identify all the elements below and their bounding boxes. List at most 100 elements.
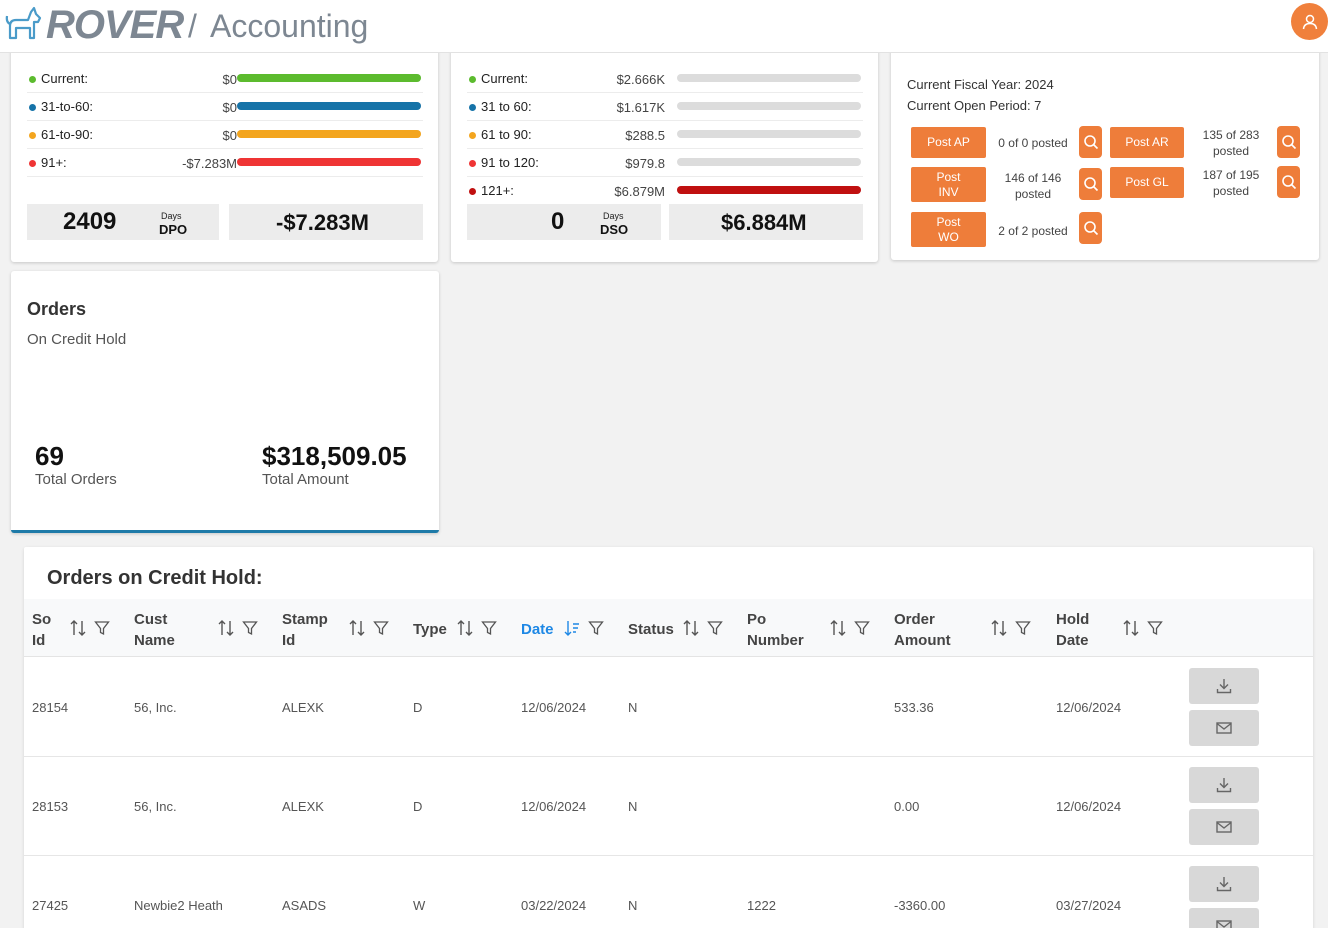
post-ar-status: 135 of 283 posted [1191, 127, 1271, 159]
column-header-line: Number [747, 632, 804, 649]
orders-amount: $318,509.05 [262, 441, 407, 471]
column-controls [991, 619, 1031, 637]
filter-icon[interactable] [242, 620, 258, 636]
credit-hold-table-card: Orders on Credit Hold: So Id Cust Name S… [24, 547, 1313, 928]
post-inv-search-button[interactable] [1079, 168, 1102, 200]
post-wo-button[interactable]: Post WO [911, 212, 986, 247]
post-inv-status: 146 of 146 posted [993, 170, 1073, 202]
column-header-stamp-id[interactable]: Stamp Id [282, 609, 328, 651]
ap-row-label: 31-to-60: [41, 99, 94, 114]
column-controls [457, 619, 497, 637]
sort-icon[interactable] [683, 619, 699, 637]
ap-dot [29, 76, 36, 83]
ar-row-value: $2.666K [616, 72, 665, 87]
column-header-date[interactable]: Date [521, 619, 554, 640]
user-menu-button[interactable] [1291, 3, 1328, 40]
cell-stamp-id: ASADS [282, 898, 327, 913]
ap-row-value: $0 [222, 72, 237, 87]
post-ap-button[interactable]: Post AP [911, 127, 986, 158]
cell-hold-date: 03/27/2024 [1056, 898, 1122, 913]
column-header-po-number[interactable]: Po Number [747, 609, 804, 651]
mail-icon [1216, 821, 1232, 833]
post-gl-button[interactable]: Post GL [1110, 167, 1184, 198]
cell-po-number: 1222 [747, 898, 776, 913]
download-icon [1216, 778, 1232, 793]
filter-icon[interactable] [1015, 620, 1031, 636]
filter-icon[interactable] [373, 620, 389, 636]
filter-icon[interactable] [854, 620, 870, 636]
column-header-cust-name[interactable]: Cust Name [134, 609, 175, 651]
column-header-line: Name [134, 632, 175, 649]
sort-icon[interactable] [70, 619, 86, 637]
post-gl-status-label: posted [1212, 184, 1250, 198]
post-ar-status-count: 135 of 283 [1202, 128, 1260, 142]
sort-icon[interactable] [349, 619, 365, 637]
post-ar-search-button[interactable] [1277, 126, 1300, 158]
dpo-value: 2409 [63, 208, 117, 235]
sort-icon[interactable] [991, 619, 1007, 637]
post-ar-button[interactable]: Post AR [1110, 127, 1184, 158]
column-controls [1123, 619, 1163, 637]
sort-icon[interactable] [1123, 619, 1139, 637]
email-button[interactable] [1189, 908, 1259, 928]
post-gl-status-count: 187 of 195 [1202, 168, 1260, 182]
filter-icon[interactable] [707, 620, 723, 636]
download-button[interactable] [1189, 668, 1259, 704]
receivables-aging-card: Current: $2.666K 31 to 60: $1.617K 61 to… [451, 40, 878, 262]
section-title: Accounting [210, 8, 369, 44]
column-controls [564, 619, 604, 637]
brand-name: ROVER [46, 3, 184, 47]
cell-so-id: 27425 [32, 898, 69, 913]
column-header-line: Status [628, 621, 674, 638]
search-icon [1083, 135, 1098, 150]
sort-icon[interactable] [218, 619, 234, 637]
column-header-type[interactable]: Type [413, 619, 447, 640]
sort-descending-icon[interactable] [564, 619, 580, 637]
dpo-metric: 2409 Days DPO [27, 204, 219, 240]
search-icon [1083, 177, 1098, 192]
email-button[interactable] [1189, 710, 1259, 746]
column-header-order-amount[interactable]: Order Amount [894, 609, 951, 651]
ar-dot [469, 160, 476, 167]
post-wo-search-button[interactable] [1079, 212, 1102, 244]
column-header-line: Hold [1056, 611, 1090, 628]
column-header-line: Cust [134, 611, 168, 628]
filter-icon[interactable] [481, 620, 497, 636]
column-header-so-id[interactable]: So Id [32, 609, 51, 651]
sort-icon[interactable] [830, 619, 846, 637]
column-header-line: Date [1056, 632, 1089, 649]
cell-order-amount: -3360.00 [894, 898, 946, 913]
download-button[interactable] [1189, 767, 1259, 803]
cell-stamp-id: ALEXK [282, 799, 324, 814]
ap-total-metric: -$7.283M [229, 204, 423, 240]
column-header-hold-date[interactable]: Hold Date [1056, 609, 1089, 651]
ar-row-label: Current: [481, 71, 528, 86]
ar-dot [469, 188, 476, 195]
ar-row-label: 121+: [481, 183, 514, 198]
dso-metric: 0 Days DSO [467, 204, 661, 240]
orders-credit-hold-card[interactable]: Orders On Credit Hold 69 Total Orders $3… [11, 271, 439, 533]
post-ap-search-button[interactable] [1079, 126, 1102, 158]
download-button[interactable] [1189, 866, 1259, 902]
cell-so-id: 28154 [32, 700, 69, 715]
table-row: 27425 Newbie2 Heath ASADS W 03/22/2024 N… [24, 856, 1313, 928]
post-inv-button[interactable]: Post INV [911, 167, 986, 202]
ar-row-bar [677, 130, 861, 138]
filter-icon[interactable] [588, 620, 604, 636]
column-header-line: Po [747, 611, 767, 628]
cell-cust-name: 56, Inc. [134, 700, 177, 715]
cell-hold-date: 12/06/2024 [1056, 799, 1122, 814]
table-title: Orders on Credit Hold: [47, 567, 263, 589]
dso-code: DSO [600, 222, 629, 237]
ar-row-bar-fill [677, 186, 861, 194]
ar-row-bar [677, 158, 861, 166]
filter-icon[interactable] [94, 620, 110, 636]
email-button[interactable] [1189, 809, 1259, 845]
column-header-line: Date [521, 621, 554, 638]
column-header-status[interactable]: Status [628, 619, 674, 640]
sort-icon[interactable] [457, 619, 473, 637]
gl-open-period: Current Open Period: 7 [907, 98, 1042, 113]
post-gl-search-button[interactable] [1277, 166, 1300, 198]
filter-icon[interactable] [1147, 620, 1163, 636]
download-icon [1216, 877, 1232, 892]
